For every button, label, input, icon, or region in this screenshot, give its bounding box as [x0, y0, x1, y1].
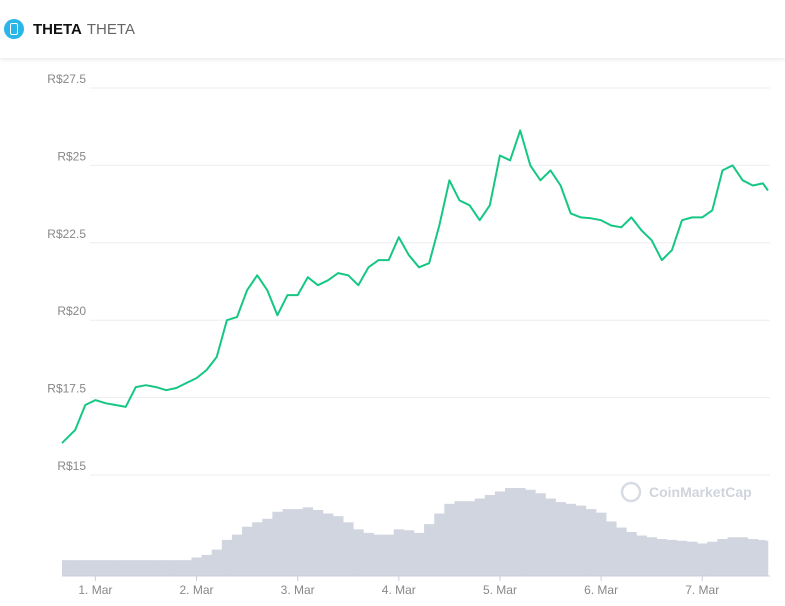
x-tick-label: 7. Mar — [685, 583, 719, 597]
volume-bar — [484, 495, 496, 576]
volume-bar — [363, 532, 374, 576]
volume-bar — [505, 488, 516, 576]
volume-bar — [575, 505, 587, 576]
volume-bar — [454, 501, 465, 576]
volume-bar — [596, 512, 607, 576]
volume-bar — [181, 560, 192, 576]
volume-bar — [606, 521, 617, 576]
volume-bar — [282, 509, 293, 576]
volume-bar — [262, 518, 273, 576]
volume-bar — [515, 488, 526, 576]
volume-bar — [312, 510, 324, 576]
volume-bar — [434, 513, 445, 576]
volume-bar — [424, 524, 435, 576]
volume-bar — [444, 503, 455, 576]
coin-icon — [4, 19, 24, 39]
volume-bar — [707, 541, 718, 576]
watermark-text: CoinMarketCap — [649, 484, 752, 500]
volume-bar — [252, 522, 263, 576]
volume-bar — [727, 537, 738, 576]
y-tick-label: R$15 — [57, 459, 86, 473]
volume-bar — [525, 489, 536, 576]
volume-bar — [90, 560, 101, 576]
header: THETA THETA — [0, 0, 785, 58]
volume-bar — [353, 529, 364, 576]
volume-bar — [494, 491, 506, 576]
volume-bar — [545, 498, 556, 576]
volume-bar — [535, 493, 546, 576]
volume-bar — [464, 501, 475, 576]
volume-bar — [636, 535, 647, 576]
volume-bar — [292, 509, 304, 576]
volume-bar — [626, 532, 637, 576]
volume-bar — [221, 539, 233, 576]
volume-bar — [272, 511, 283, 576]
x-tick-label: 1. Mar — [78, 583, 112, 597]
volume-bar — [656, 539, 668, 576]
volume-bar — [110, 560, 121, 576]
volume-bar — [191, 557, 202, 576]
x-tick-label: 4. Mar — [382, 583, 416, 597]
volume-bar — [757, 539, 766, 576]
volume-bar — [171, 560, 182, 576]
volume-bar — [151, 560, 162, 576]
x-tick-label: 5. Mar — [483, 583, 517, 597]
coin-name: THETA — [86, 20, 135, 38]
volume-bar — [100, 560, 111, 576]
volume-bar — [765, 540, 769, 576]
volume-bar — [474, 498, 486, 576]
volume-bar — [120, 560, 132, 576]
volume-bar — [666, 539, 678, 576]
volume-bar — [333, 516, 344, 576]
volume-bar — [555, 502, 566, 576]
x-tick-label: 2. Mar — [180, 583, 214, 597]
y-tick-label: R$25 — [57, 149, 86, 163]
volume-bar — [140, 560, 152, 576]
symbol: THETA — [33, 20, 82, 38]
volume-bar — [413, 532, 425, 576]
volume-bar — [737, 537, 749, 576]
volume-bar — [616, 527, 627, 576]
volume-bar — [201, 554, 212, 576]
volume-bar — [403, 530, 415, 576]
volume-bar — [62, 560, 69, 576]
volume-bar — [383, 534, 395, 576]
volume-bar — [322, 513, 334, 576]
volume-bar — [687, 541, 698, 576]
y-tick-label: R$17.5 — [47, 382, 86, 396]
watermark: CoinMarketCap — [620, 481, 752, 503]
volume-bar — [242, 526, 253, 576]
volume-bar — [393, 529, 405, 576]
volume-bar — [211, 549, 223, 576]
volume-bar — [676, 540, 688, 576]
volume-bar — [373, 534, 384, 576]
volume-bar — [697, 543, 708, 576]
y-tick-label: R$20 — [57, 304, 86, 318]
volume-bar — [646, 537, 658, 576]
volume-bar — [80, 560, 91, 576]
volume-bar — [747, 539, 759, 576]
volume-bar — [343, 522, 354, 576]
x-tick-label: 6. Mar — [584, 583, 618, 597]
volume-bar — [231, 534, 243, 576]
volume-bar — [302, 507, 314, 576]
volume-bar — [565, 503, 577, 576]
price-line — [61, 129, 769, 444]
volume-bar — [130, 560, 142, 576]
volume-bar — [68, 560, 81, 576]
y-tick-label: R$27.5 — [47, 72, 86, 86]
volume-bar — [585, 509, 597, 576]
x-tick-label: 3. Mar — [281, 583, 315, 597]
volume-bar — [161, 560, 172, 576]
volume-bar — [717, 539, 728, 576]
y-tick-label: R$22.5 — [47, 227, 86, 241]
